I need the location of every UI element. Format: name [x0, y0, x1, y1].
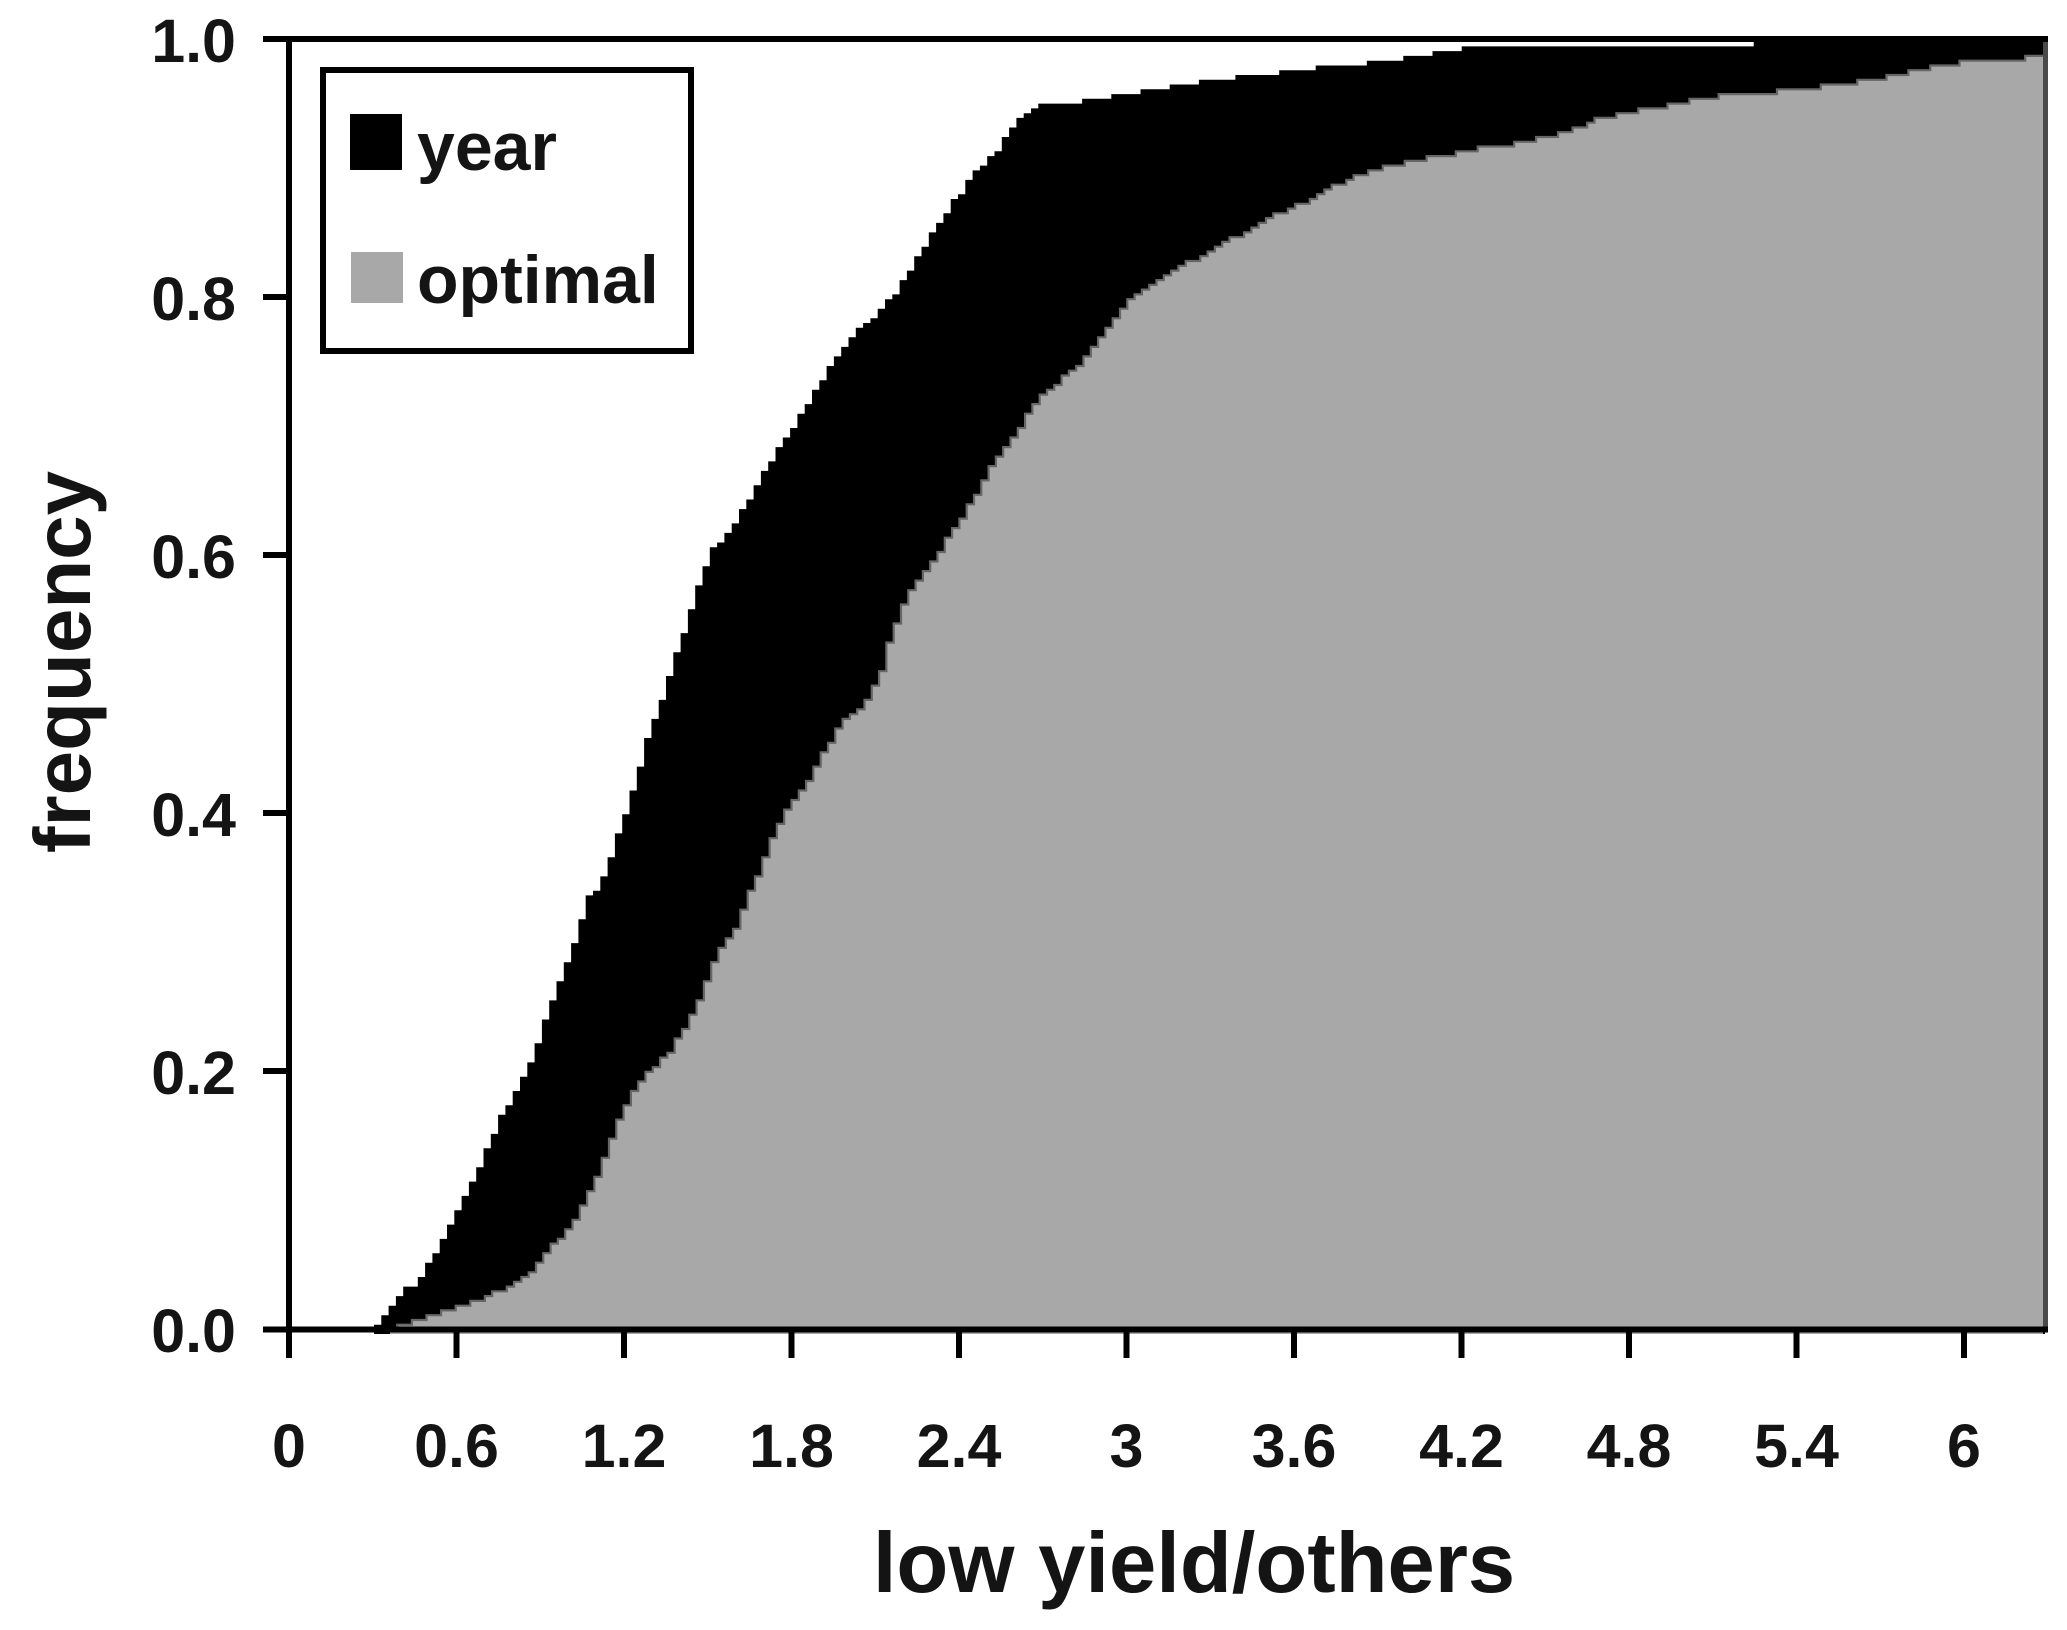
- svg-text:0.2: 0.2: [151, 1039, 236, 1107]
- svg-text:low yield/others: low yield/others: [873, 1516, 1515, 1611]
- svg-text:0.4: 0.4: [151, 781, 236, 849]
- svg-text:frequency: frequency: [18, 470, 107, 853]
- svg-text:5.4: 5.4: [1754, 1412, 1839, 1480]
- svg-text:0.6: 0.6: [151, 523, 236, 591]
- svg-text:1.2: 1.2: [582, 1412, 667, 1480]
- svg-text:4.2: 4.2: [1419, 1412, 1504, 1480]
- svg-text:0: 0: [272, 1412, 306, 1480]
- svg-text:0.6: 0.6: [414, 1412, 499, 1480]
- svg-text:0.8: 0.8: [151, 265, 236, 333]
- svg-text:6: 6: [1947, 1412, 1981, 1480]
- svg-text:4.8: 4.8: [1587, 1412, 1672, 1480]
- svg-text:year: year: [417, 109, 557, 185]
- svg-text:1.0: 1.0: [151, 7, 236, 75]
- svg-text:optimal: optimal: [417, 242, 659, 318]
- svg-text:0.0: 0.0: [151, 1297, 236, 1365]
- svg-text:2.4: 2.4: [917, 1412, 1002, 1480]
- svg-text:3.6: 3.6: [1252, 1412, 1337, 1480]
- svg-text:3: 3: [1110, 1412, 1144, 1480]
- svg-text:1.8: 1.8: [749, 1412, 834, 1480]
